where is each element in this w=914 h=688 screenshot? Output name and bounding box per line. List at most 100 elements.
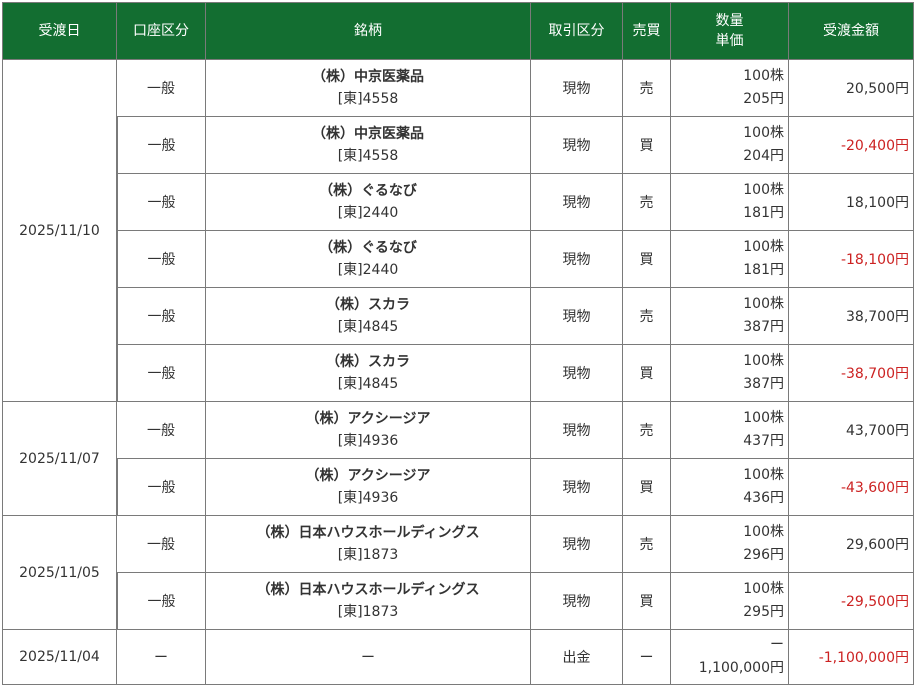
- header-price: 単価: [715, 33, 744, 49]
- trade-type: 現物: [531, 345, 623, 402]
- unit-price: 295円: [743, 604, 784, 620]
- account-type: 一般: [117, 459, 206, 516]
- trade-side: 売: [623, 174, 671, 231]
- stock-cell: （株）ぐるなび [東]2440: [206, 174, 531, 231]
- stock-name: （株）日本ハウスホールディングス: [256, 525, 480, 541]
- stock-cell: （株）アクシージア [東]4936: [206, 459, 531, 516]
- quantity: 100株: [743, 410, 784, 426]
- account-type: 一般: [117, 573, 206, 630]
- settlement-date: 2025/11/07: [2, 402, 117, 516]
- trade-type: 現物: [531, 174, 623, 231]
- stock-name: （株）日本ハウスホールディングス: [256, 582, 480, 598]
- quantity: 100株: [743, 524, 784, 540]
- stock-cell: （株）中京医薬品 [東]4558: [206, 117, 531, 174]
- stock-cell: （株）日本ハウスホールディングス [東]1873: [206, 516, 531, 573]
- settlement-amount: 43,700円: [789, 402, 914, 459]
- quantity: 100株: [743, 581, 784, 597]
- quantity: 100株: [743, 467, 784, 483]
- settlement-amount: 18,100円: [789, 174, 914, 231]
- settlement-date: 2025/11/04: [2, 630, 117, 685]
- stock-code: [東]4845: [337, 319, 399, 335]
- table-row: 一般 （株）ぐるなび [東]2440 現物売 100株 181円 18,100円: [2, 174, 914, 231]
- table-row: 一般 （株）スカラ [東]4845 現物売 100株 387円 38,700円: [2, 288, 914, 345]
- stock-cell: （株）スカラ [東]4845: [206, 345, 531, 402]
- stock-code: [東]1873: [337, 604, 399, 620]
- header-trade-type: 取引区分: [531, 2, 623, 60]
- unit-price: 387円: [743, 376, 784, 392]
- settlement-amount: 20,500円: [789, 60, 914, 117]
- table-row: 一般 （株）中京医薬品 [東]4558 現物買 100株 204円 -20,400円: [2, 117, 914, 174]
- unit-price: 387円: [743, 319, 784, 335]
- stock-name: （株）スカラ: [326, 354, 410, 370]
- account-type: 一般: [117, 231, 206, 288]
- header-side: 売買: [623, 2, 671, 60]
- settlement-amount: -20,400円: [789, 117, 914, 174]
- settlement-amount: -18,100円: [789, 231, 914, 288]
- table-row: 一般 （株）ぐるなび [東]2440 現物買 100株 181円 -18,100円: [2, 231, 914, 288]
- trade-type: 現物: [531, 288, 623, 345]
- settlement-date: 2025/11/05: [2, 516, 117, 630]
- qty-price-cell: 100株 437円: [671, 402, 789, 459]
- trade-type: 現物: [531, 402, 623, 459]
- stock-code: [東]4936: [337, 490, 399, 506]
- settlement-amount: 29,600円: [789, 516, 914, 573]
- qty-price-cell: 100株 436円: [671, 459, 789, 516]
- header-account: 口座区分: [117, 2, 206, 60]
- account-type: 一般: [117, 516, 206, 573]
- stock-cell: （株）日本ハウスホールディングス [東]1873: [206, 573, 531, 630]
- unit-price: 437円: [743, 433, 784, 449]
- unit-price: 205円: [743, 91, 784, 107]
- stock-code: [東]4845: [337, 376, 399, 392]
- account-type: 一般: [117, 60, 206, 117]
- trade-type: 現物: [531, 60, 623, 117]
- unit-price: 296円: [743, 547, 784, 563]
- trade-side: 買: [623, 345, 671, 402]
- quantity: 100株: [743, 296, 784, 312]
- header-qty: 数量: [715, 13, 744, 29]
- trade-type: 現物: [531, 573, 623, 630]
- quantity: 100株: [743, 125, 784, 141]
- account-type: 一般: [117, 174, 206, 231]
- stock-name: （株）中京医薬品: [312, 69, 424, 85]
- qty-price-cell: 100株 387円: [671, 288, 789, 345]
- header-qty-price: 数量 単価: [671, 2, 789, 60]
- quantity: ー: [770, 637, 784, 653]
- trade-type: 現物: [531, 231, 623, 288]
- table-header: 受渡日 口座区分 銘柄 取引区分 売買 数量 単価 受渡金額: [2, 2, 914, 60]
- header-amount: 受渡金額: [789, 2, 914, 60]
- account-type: ー: [117, 630, 206, 685]
- stock-code: [東]2440: [337, 262, 399, 278]
- table-row: 一般 （株）日本ハウスホールディングス [東]1873 現物買 100株 295円 -29,…: [2, 573, 914, 630]
- account-type: 一般: [117, 288, 206, 345]
- stock-cell: （株）ぐるなび [東]2440: [206, 231, 531, 288]
- qty-price-cell: 100株 205円: [671, 60, 789, 117]
- trade-side: 買: [623, 117, 671, 174]
- account-type: 一般: [117, 402, 206, 459]
- stock-name: （株）ぐるなび: [319, 240, 417, 256]
- quantity: 100株: [743, 353, 784, 369]
- trade-side: ー: [623, 630, 671, 685]
- stock-code: [東]1873: [337, 547, 399, 563]
- settlement-amount: -29,500円: [789, 573, 914, 630]
- qty-price-cell: 100株 181円: [671, 231, 789, 288]
- trade-side: 売: [623, 288, 671, 345]
- trade-type: 出金: [531, 630, 623, 685]
- unit-price: 1,100,000円: [698, 660, 784, 676]
- trade-side: 買: [623, 459, 671, 516]
- stock-name: ー: [361, 650, 375, 666]
- trade-side: 買: [623, 231, 671, 288]
- qty-price-cell: 100株 296円: [671, 516, 789, 573]
- unit-price: 181円: [743, 262, 784, 278]
- stock-code: [東]4558: [337, 91, 399, 107]
- stock-name: （株）アクシージア: [305, 411, 431, 427]
- qty-price-cell: ー 1,100,000円: [671, 630, 789, 685]
- header-date: 受渡日: [2, 2, 117, 60]
- stock-cell: ー: [206, 630, 531, 685]
- settlement-amount: 38,700円: [789, 288, 914, 345]
- trade-type: 現物: [531, 117, 623, 174]
- trade-type: 現物: [531, 459, 623, 516]
- stock-code: [東]4558: [337, 148, 399, 164]
- stock-cell: （株）スカラ [東]4845: [206, 288, 531, 345]
- table-body: 2025/11/10 一般 （株）中京医薬品 [東]4558 現物売 100株 205円 20…: [2, 60, 914, 685]
